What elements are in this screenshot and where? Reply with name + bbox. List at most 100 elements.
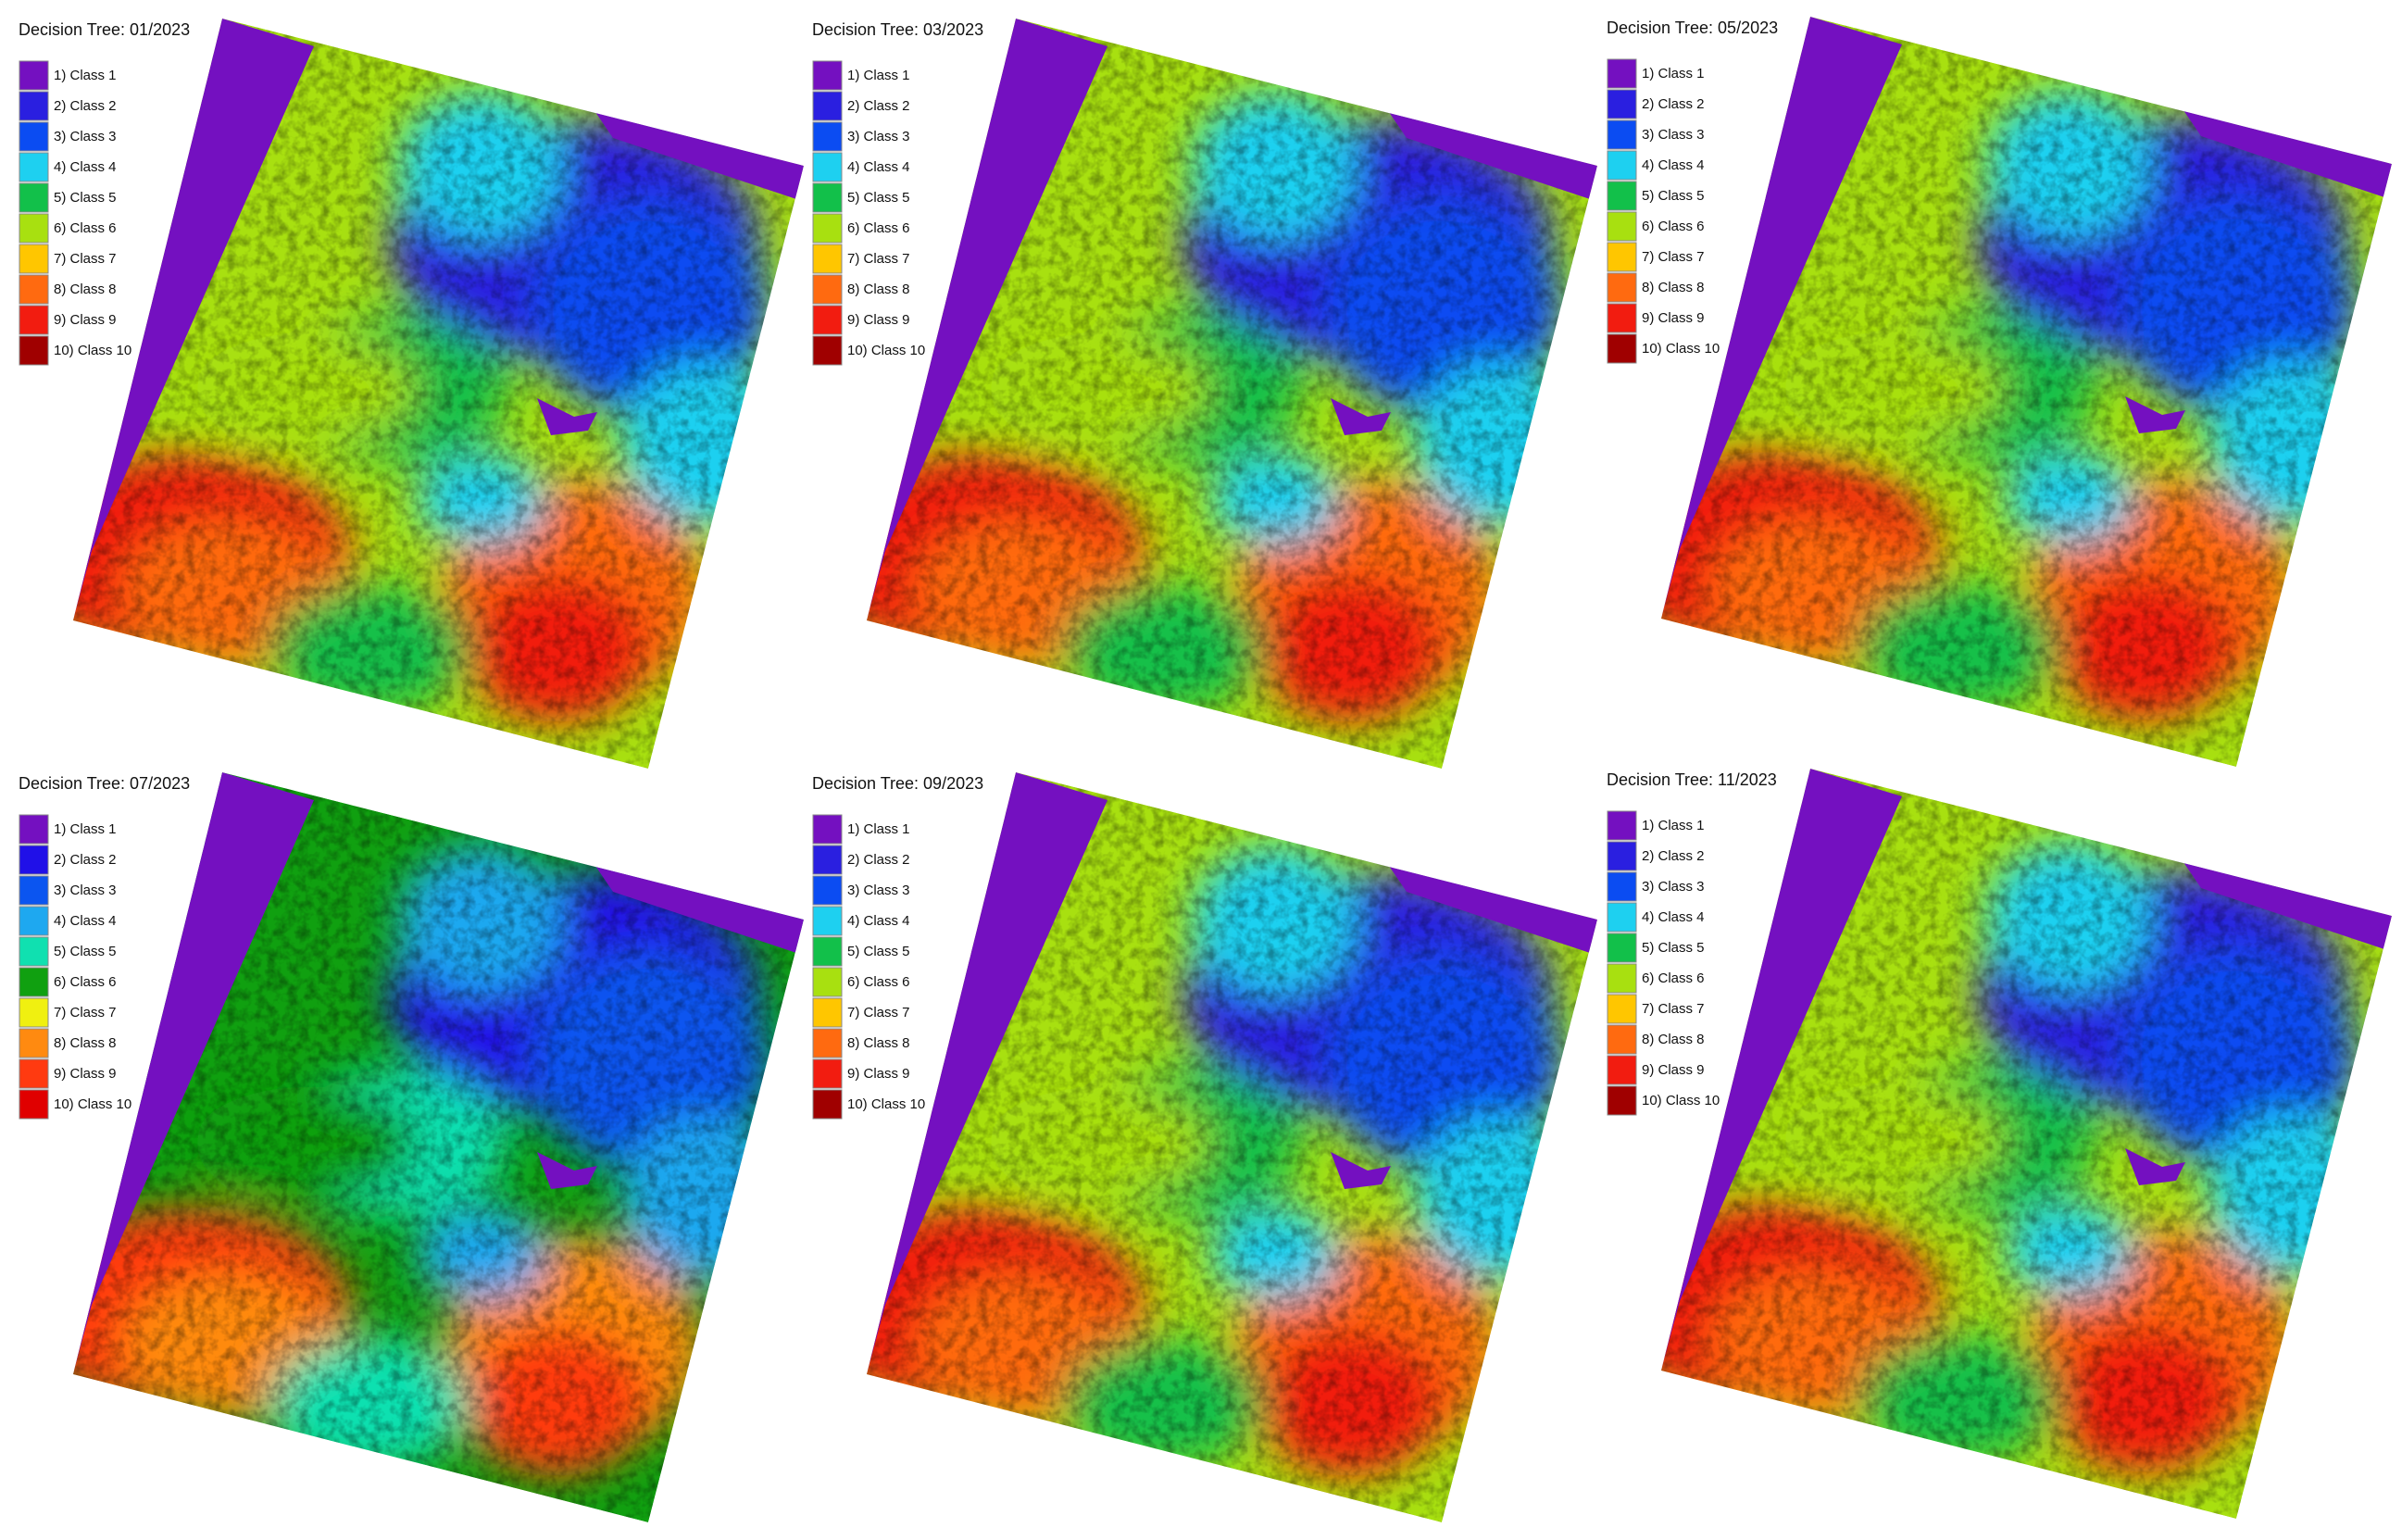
- legend-swatch: [812, 274, 843, 305]
- sea: [1661, 769, 1902, 1371]
- legend-label: 6) Class 6: [1642, 970, 1705, 986]
- texture: [867, 19, 1597, 769]
- legend-label: 2) Class 2: [1642, 848, 1705, 864]
- legend-label: 3) Class 3: [54, 883, 117, 898]
- legend-swatch: [812, 182, 843, 213]
- legend-label: 10) Class 10: [54, 343, 131, 358]
- legend-swatch: [19, 845, 49, 875]
- texture: [867, 772, 1597, 1522]
- panel-title: Decision Tree: 05/2023: [1607, 19, 1778, 37]
- legend-label: 9) Class 9: [1642, 1062, 1705, 1078]
- legend-swatch: [812, 906, 843, 936]
- legend-label: 10) Class 10: [1642, 341, 1720, 357]
- classified-map: [1661, 769, 2392, 1519]
- texture: [1661, 769, 2392, 1519]
- legend-swatch: [812, 305, 843, 335]
- legend-label: 10) Class 10: [847, 343, 925, 358]
- legend-swatch: [19, 906, 49, 936]
- legend-label: 7) Class 7: [1642, 1001, 1705, 1017]
- legend-swatch: [19, 875, 49, 906]
- legend-label: 2) Class 2: [54, 98, 117, 114]
- legend-swatch: [1607, 1085, 1637, 1116]
- panel-title: Decision Tree: 07/2023: [19, 774, 190, 793]
- legend-swatch: [1607, 242, 1637, 272]
- legend-swatch: [812, 967, 843, 997]
- legend-label: 3) Class 3: [1642, 879, 1705, 895]
- legend-swatch: [1607, 333, 1637, 364]
- legend-swatch: [1607, 871, 1637, 902]
- texture: [1661, 17, 2392, 767]
- legend-swatch: [19, 60, 49, 91]
- panel: Decision Tree: 01/2023 1) Class 1 2) Class…: [19, 19, 804, 769]
- legend-label: 5) Class 5: [1642, 940, 1705, 956]
- legend-swatch: [1607, 902, 1637, 933]
- legend-swatch: [19, 182, 49, 213]
- legend-label: 9) Class 9: [847, 1066, 910, 1082]
- classified-map: [867, 772, 1597, 1522]
- legend-swatch: [812, 997, 843, 1028]
- legend-label: 6) Class 6: [847, 974, 910, 990]
- reservoir: [537, 1152, 597, 1189]
- legend-swatch: [812, 244, 843, 274]
- legend-swatch: [1607, 150, 1637, 181]
- sea: [73, 19, 314, 620]
- legend-swatch: [812, 213, 843, 244]
- legend-swatch: [1607, 89, 1637, 119]
- legend-swatch: [1607, 181, 1637, 211]
- legend-swatch: [1607, 933, 1637, 963]
- legend-swatch: [19, 244, 49, 274]
- legend-swatch: [812, 91, 843, 121]
- legend-label: 4) Class 4: [847, 913, 910, 929]
- legend-label: 5) Class 5: [54, 944, 117, 959]
- legend-label: 10) Class 10: [847, 1096, 925, 1112]
- legend-swatch: [1607, 1055, 1637, 1085]
- legend-swatch: [812, 814, 843, 845]
- legend-label: 6) Class 6: [54, 220, 117, 236]
- legend-swatch: [1607, 272, 1637, 303]
- panel: Decision Tree: 11/2023 1) Class 1 2) Class…: [1607, 769, 2392, 1519]
- legend-swatch: [1607, 58, 1637, 89]
- legend-swatch: [19, 213, 49, 244]
- legend-swatch: [1607, 119, 1637, 150]
- legend-swatch: [19, 936, 49, 967]
- legend-label: 9) Class 9: [847, 312, 910, 328]
- legend-label: 3) Class 3: [847, 883, 910, 898]
- legend-swatch: [19, 997, 49, 1028]
- legend-label: 1) Class 1: [54, 821, 117, 837]
- legend-swatch: [19, 335, 49, 366]
- classified-map: [867, 19, 1597, 769]
- panel-title: Decision Tree: 03/2023: [812, 20, 983, 39]
- legend-label: 7) Class 7: [54, 1005, 117, 1020]
- legend-swatch: [19, 91, 49, 121]
- legend-label: 8) Class 8: [847, 1035, 910, 1051]
- legend-swatch: [19, 814, 49, 845]
- legend-swatch: [19, 1028, 49, 1058]
- legend-label: 6) Class 6: [1642, 219, 1705, 234]
- legend-swatch: [812, 60, 843, 91]
- legend-label: 7) Class 7: [1642, 249, 1705, 265]
- panel: Decision Tree: 09/2023 1) Class 1 2) Class…: [812, 772, 1597, 1522]
- legend-label: 8) Class 8: [1642, 280, 1705, 295]
- legend-label: 1) Class 1: [1642, 818, 1705, 833]
- legend-swatch: [1607, 211, 1637, 242]
- legend-label: 4) Class 4: [847, 159, 910, 175]
- legend-label: 5) Class 5: [847, 190, 910, 206]
- legend-label: 5) Class 5: [1642, 188, 1705, 204]
- classified-map: [73, 19, 804, 769]
- legend-label: 4) Class 4: [1642, 157, 1705, 173]
- legend-swatch: [812, 936, 843, 967]
- legend-label: 3) Class 3: [54, 129, 117, 144]
- reservoir: [2125, 396, 2185, 433]
- legend-label: 8) Class 8: [54, 1035, 117, 1051]
- reservoir: [1331, 1152, 1391, 1189]
- texture: [73, 772, 804, 1522]
- legend-swatch: [812, 845, 843, 875]
- legend-label: 2) Class 2: [1642, 96, 1705, 112]
- panel: Decision Tree: 05/2023 1) Class 1 2) Class…: [1607, 17, 2392, 767]
- panel: Decision Tree: 03/2023 1) Class 1 2) Class…: [812, 19, 1597, 769]
- legend-label: 10) Class 10: [54, 1096, 131, 1112]
- classified-map: [73, 772, 804, 1522]
- legend-label: 10) Class 10: [1642, 1093, 1720, 1108]
- legend-label: 2) Class 2: [54, 852, 117, 868]
- legend-swatch: [19, 152, 49, 182]
